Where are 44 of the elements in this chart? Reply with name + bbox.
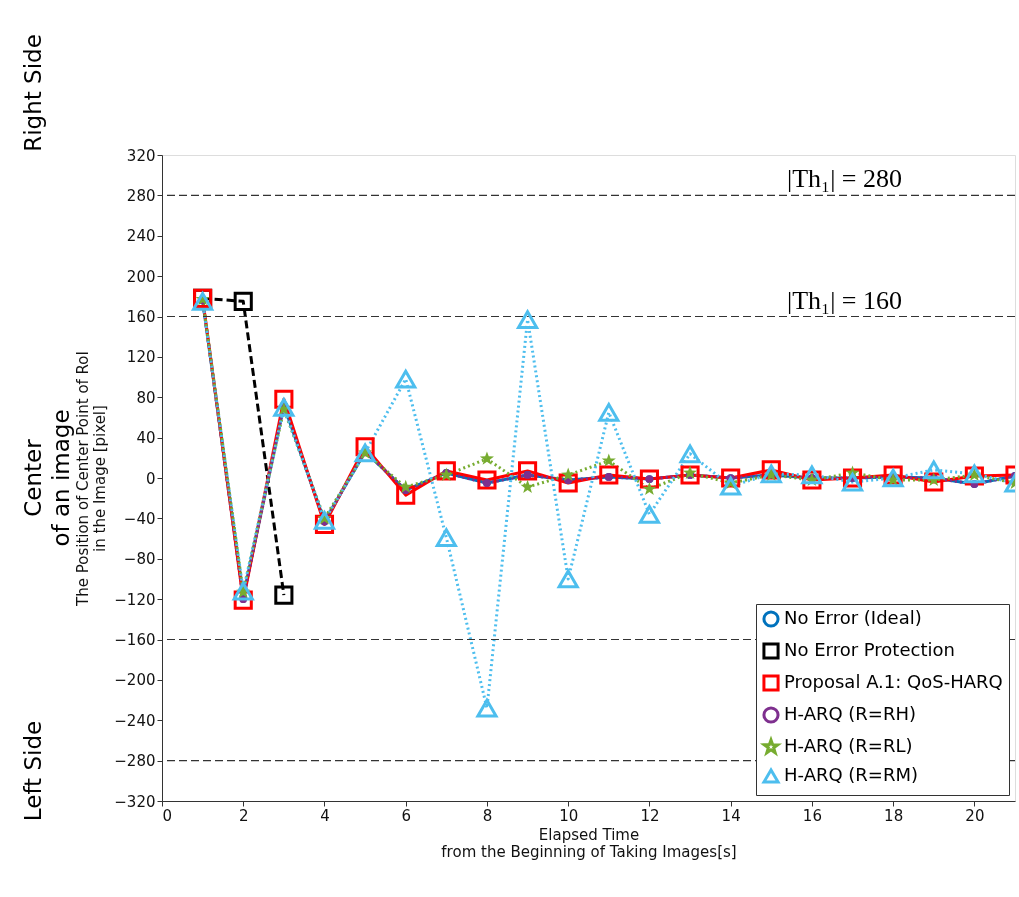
y-tick-label: 200 bbox=[126, 267, 156, 286]
legend-label: Proposal A.1: QoS-HARQ bbox=[784, 671, 1003, 692]
x-tick-label: 4 bbox=[320, 806, 330, 825]
y-tick-label: −120 bbox=[114, 590, 156, 609]
y-tick-label: 80 bbox=[136, 388, 156, 407]
y-tick-label: 120 bbox=[126, 348, 156, 367]
y-tick-label: 160 bbox=[126, 308, 156, 326]
x-tick-label: 2 bbox=[238, 806, 249, 825]
x-tick-label: 18 bbox=[884, 806, 904, 825]
x-tick-label: 8 bbox=[482, 806, 493, 825]
text: Right Side bbox=[20, 34, 46, 152]
text: in the Image [pixel] bbox=[91, 405, 110, 552]
y-tick-label: 40 bbox=[136, 429, 156, 448]
text: from the Beginning of Taking Images[s] bbox=[441, 842, 737, 861]
x-tick-label: 20 bbox=[965, 806, 985, 825]
y-tick-label: −160 bbox=[114, 631, 156, 649]
legend-label: H-ARQ (R=RL) bbox=[784, 735, 913, 756]
y-tick-label: −240 bbox=[114, 711, 156, 730]
y-tick-label: 240 bbox=[126, 227, 156, 246]
y-tick-label: −320 bbox=[114, 792, 156, 811]
y-tick-label: −40 bbox=[123, 509, 156, 528]
text: of an image bbox=[48, 409, 74, 547]
y-tick-label: 0 bbox=[145, 469, 156, 488]
text: Left Side bbox=[20, 720, 46, 822]
x-tick-label: 0 bbox=[162, 806, 173, 825]
ref-line-label: |Th₁| = 280 bbox=[787, 164, 903, 194]
x-tick-label: 16 bbox=[802, 806, 822, 825]
y-tick-label: −200 bbox=[114, 671, 156, 690]
text: Elapsed Time bbox=[538, 825, 640, 844]
x-tick-label: 14 bbox=[721, 806, 741, 825]
text: The Position of Center Point of RoI bbox=[74, 351, 93, 606]
text: Center bbox=[20, 439, 46, 517]
legend-label: H-ARQ (R=RM) bbox=[784, 764, 919, 785]
y-tick-label: −80 bbox=[123, 550, 156, 569]
y-tick-label: 320 bbox=[126, 146, 156, 165]
legend-label: No Error Protection bbox=[784, 639, 955, 660]
x-tick-label: 6 bbox=[401, 806, 411, 825]
y-tick-label: −280 bbox=[114, 752, 156, 771]
x-tick-label: 12 bbox=[640, 806, 660, 825]
legend-label: H-ARQ (R=RH) bbox=[784, 703, 917, 724]
legend-label: No Error (Ideal) bbox=[784, 607, 922, 628]
y-tick-label: 280 bbox=[126, 186, 156, 205]
x-tick-label: 10 bbox=[559, 806, 579, 825]
ref-line-label: |Th₁| = 160 bbox=[787, 285, 903, 315]
